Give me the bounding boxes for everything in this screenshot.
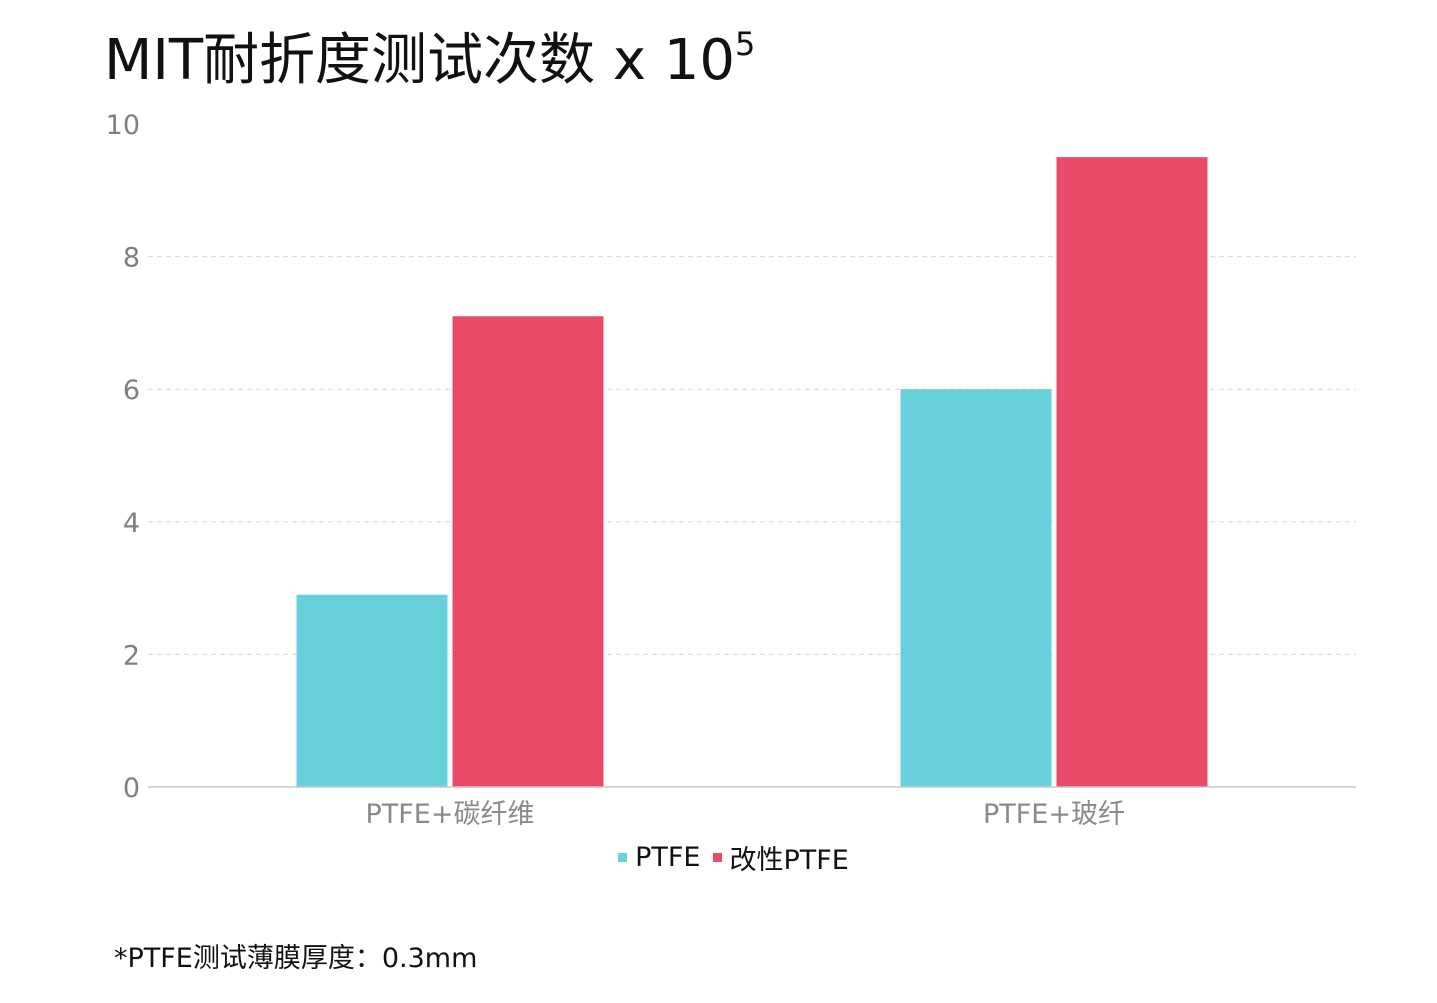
y-tick-label-2: 2 — [123, 640, 140, 671]
y-tick-label-0: 0 — [123, 773, 140, 804]
footnote: *PTFE测试薄膜厚度：0.3mm — [114, 943, 478, 974]
legend-swatch-ptfe — [618, 853, 628, 862]
legend-swatch-modified-ptfe — [712, 853, 722, 862]
x-axis-categories: PTFE+碳纤维 PTFE+玻纤 — [366, 799, 1126, 830]
bar-modified-ptfe-0[interactable] — [452, 316, 604, 787]
legend: PTFE 改性PTFE — [0, 838, 1437, 877]
legend-item-modified-ptfe[interactable]: 改性PTFE — [712, 838, 849, 877]
legend-item-ptfe[interactable]: PTFE — [618, 838, 701, 877]
legend-label-ptfe: PTFE — [635, 842, 701, 873]
bar-ptfe-1[interactable] — [900, 389, 1052, 787]
y-tick-label-10: 10 — [106, 110, 140, 141]
x-category-label-1: PTFE+玻纤 — [983, 799, 1125, 830]
y-tick-label-4: 4 — [123, 508, 140, 539]
x-category-label-0: PTFE+碳纤维 — [366, 799, 535, 830]
bar-modified-ptfe-1[interactable] — [1056, 157, 1208, 787]
chart-title-text: MIT耐折度测试次数 x 10 — [104, 28, 736, 93]
bar-ptfe-0[interactable] — [296, 594, 448, 787]
y-axis-ticks: 0 2 4 6 8 10 — [106, 110, 140, 804]
bar-chart: 0 2 4 6 8 10 PTFE+碳纤维 PTFE+玻纤 — [106, 110, 1356, 830]
y-tick-label-6: 6 — [123, 375, 140, 406]
chart-title: MIT耐折度测试次数 x 105 — [104, 27, 755, 93]
y-tick-label-8: 8 — [123, 243, 140, 274]
chart-title-superscript: 5 — [735, 25, 756, 64]
bars — [296, 157, 1208, 787]
legend-label-modified-ptfe: 改性PTFE — [729, 845, 849, 876]
